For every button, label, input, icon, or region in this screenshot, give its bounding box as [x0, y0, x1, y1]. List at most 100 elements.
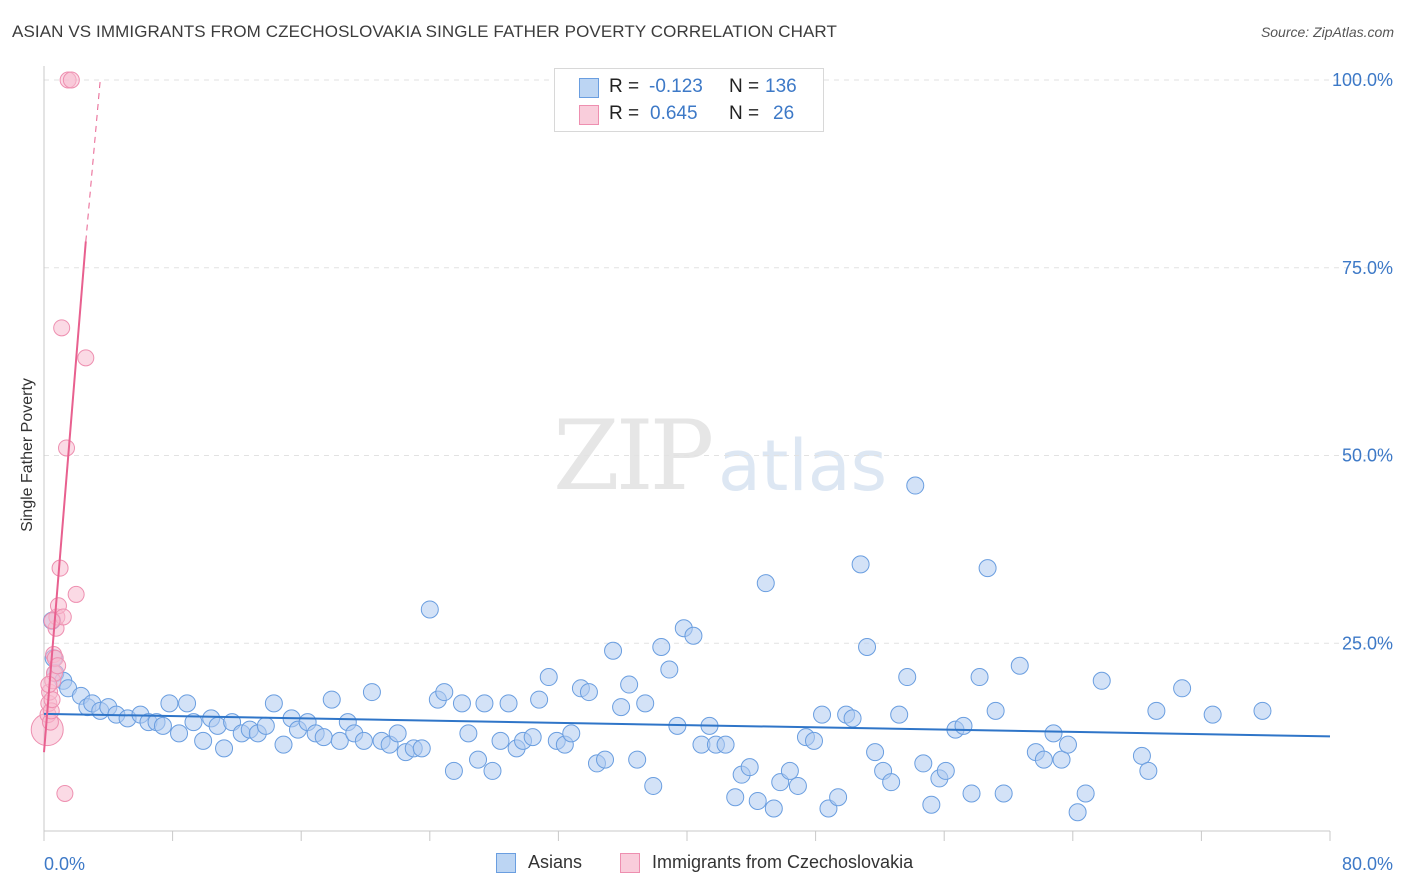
point-asians	[274, 735, 293, 754]
correlation-legend: R = -0.123 N = 136 R = 0.645 N = 26	[554, 68, 824, 132]
point-asians	[652, 638, 671, 657]
legend-r-value-asians: -0.123	[649, 76, 703, 97]
point-asians	[620, 675, 639, 694]
bottom-label-czech: Immigrants from Czechoslovakia	[652, 852, 914, 872]
point-czech	[67, 585, 85, 603]
point-asians	[882, 773, 901, 792]
y-tick-label: 50.0%	[1342, 446, 1393, 466]
legend-r-value-czech: 0.645	[650, 103, 698, 124]
legend-r-label: R =	[609, 76, 640, 97]
source-label: Source: ZipAtlas.com	[1260, 24, 1394, 40]
point-asians	[264, 694, 283, 713]
point-asians	[1058, 735, 1077, 754]
point-asians	[1139, 761, 1158, 780]
point-asians	[858, 638, 877, 657]
point-czech	[62, 71, 80, 89]
point-asians	[475, 694, 494, 713]
point-asians	[726, 788, 745, 807]
point-asians	[851, 555, 870, 574]
point-asians	[716, 735, 735, 754]
legend-swatch-czech	[579, 105, 599, 125]
point-asians	[596, 750, 615, 769]
y-tick-label: 25.0%	[1342, 633, 1393, 653]
point-asians	[194, 731, 213, 750]
grid-lines	[44, 79, 1394, 644]
point-asians	[444, 761, 463, 780]
point-asians	[1010, 656, 1029, 675]
trend-line-asians	[43, 712, 1331, 738]
point-asians	[530, 690, 549, 709]
point-asians	[1203, 705, 1222, 724]
point-asians	[748, 791, 767, 810]
point-asians	[1147, 701, 1166, 720]
point-asians	[459, 724, 478, 743]
point-asians	[740, 758, 759, 777]
point-asians	[469, 750, 488, 769]
point-asians	[636, 694, 655, 713]
point-asians	[1052, 750, 1071, 769]
point-asians	[256, 716, 275, 735]
trend-lines	[43, 79, 1331, 753]
point-asians	[160, 694, 179, 713]
legend-r-label: R =	[609, 103, 640, 124]
trend-line-czech	[43, 241, 87, 753]
point-asians	[628, 750, 647, 769]
legend-n-label: N =	[729, 103, 760, 124]
legend-n-value-asians: 136	[765, 76, 797, 97]
point-asians	[523, 728, 542, 747]
point-asians	[1076, 784, 1095, 803]
chart-title: ASIAN VS IMMIGRANTS FROM CZECHOSLOVAKIA …	[12, 22, 837, 41]
point-asians	[994, 784, 1013, 803]
point-asians	[612, 698, 631, 717]
point-asians	[412, 739, 431, 758]
trend-extension-czech	[85, 79, 101, 242]
point-asians	[562, 724, 581, 743]
point-asians	[764, 799, 783, 818]
point-asians	[1132, 746, 1151, 765]
point-asians	[1092, 671, 1111, 690]
point-asians	[1253, 701, 1272, 720]
bottom-swatch-czech	[620, 853, 640, 873]
point-czech	[58, 439, 76, 457]
point-asians	[452, 694, 471, 713]
point-czech	[53, 319, 71, 337]
legend-n-value-czech: 26	[773, 103, 795, 124]
point-asians	[314, 728, 333, 747]
point-czech	[56, 784, 74, 802]
point-asians	[986, 701, 1005, 720]
point-asians	[178, 694, 197, 713]
point-asians	[843, 709, 862, 728]
bottom-swatch-asians	[496, 853, 516, 873]
point-asians	[1068, 803, 1087, 822]
x-tick-label-max: 80.0%	[1342, 854, 1393, 874]
point-asians	[804, 731, 823, 750]
point-asians	[184, 713, 203, 732]
point-asians	[1173, 679, 1192, 698]
point-asians	[499, 694, 518, 713]
y-tick-label: 75.0%	[1342, 258, 1393, 278]
tick-labels: 25.0% 50.0% 75.0% 100.0% 0.0% 80.0%	[44, 70, 1393, 874]
watermark-atlas: atlas	[718, 425, 888, 507]
point-asians	[491, 731, 510, 750]
point-asians	[756, 574, 775, 593]
point-asians	[322, 690, 341, 709]
point-asians	[970, 668, 989, 687]
point-asians	[829, 788, 848, 807]
point-asians	[420, 600, 439, 619]
point-asians	[362, 683, 381, 702]
point-czech	[77, 349, 95, 367]
legend-swatch-asians	[579, 78, 599, 98]
point-asians	[388, 724, 407, 743]
point-asians	[660, 660, 679, 679]
point-asians	[1034, 750, 1053, 769]
point-asians	[890, 705, 909, 724]
point-asians	[906, 476, 925, 495]
point-czech	[49, 657, 67, 675]
point-asians	[604, 641, 623, 660]
point-czech	[43, 612, 61, 630]
point-asians	[813, 705, 832, 724]
point-asians	[978, 559, 997, 578]
point-asians	[922, 795, 941, 814]
point-asians	[914, 754, 933, 773]
